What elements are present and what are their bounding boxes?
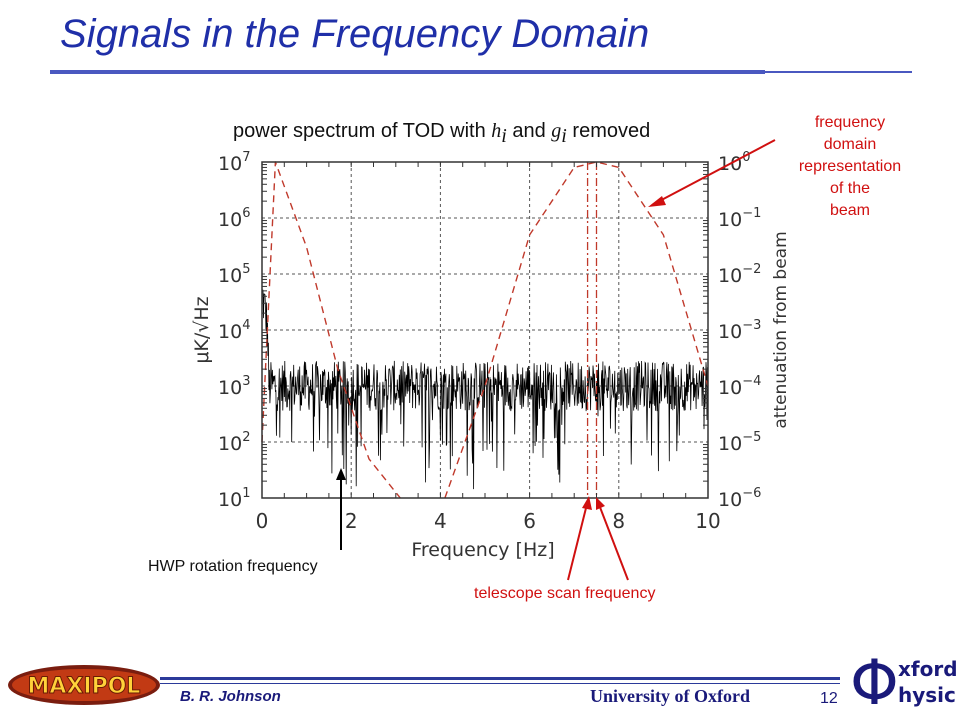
y-tick-label-right: 10−4 bbox=[718, 374, 761, 399]
beam-arrow-head bbox=[648, 196, 666, 207]
scan-arrow-left bbox=[567, 499, 589, 581]
x-tick-label: 2 bbox=[345, 509, 358, 533]
scan-arrow-right bbox=[597, 501, 629, 581]
y-tick-label-right: 10−6 bbox=[718, 486, 761, 511]
y-tick-label-left: 103 bbox=[218, 374, 250, 399]
y-tick-label-right: 10−5 bbox=[718, 430, 761, 455]
hwp-label: HWP rotation frequency bbox=[148, 558, 318, 575]
beam-series bbox=[261, 161, 709, 499]
svg-text:Φ: Φ bbox=[850, 646, 899, 714]
y-tick-label-left: 107 bbox=[218, 150, 250, 175]
y-tick-label-left: 101 bbox=[218, 486, 250, 511]
beam-lobe-line bbox=[261, 161, 401, 499]
svg-text:xford: xford bbox=[898, 657, 956, 681]
y-tick-label-right: 10−1 bbox=[718, 206, 761, 231]
y-tick-label-left: 104 bbox=[218, 318, 250, 343]
hwp-arrow-head bbox=[336, 468, 346, 480]
x-axis-label: Frequency [Hz] bbox=[411, 539, 554, 561]
svg-text:hysics: hysics bbox=[898, 683, 956, 707]
y-tick-labels-right: 10010−110−210−310−410−510−6 bbox=[718, 150, 761, 511]
scan-arrow-right-head bbox=[596, 497, 605, 510]
noise-line bbox=[261, 287, 709, 490]
y-tick-label-left: 102 bbox=[218, 430, 250, 455]
slide-title: Signals in the Frequency Domain bbox=[60, 12, 650, 56]
footer-rule-thin bbox=[160, 683, 840, 684]
oxford-physics-logo: Φ xford hysics bbox=[850, 646, 956, 714]
title-rule bbox=[50, 70, 765, 74]
beam-lobe-line bbox=[444, 161, 709, 499]
chart-grid bbox=[262, 162, 708, 498]
footer-university: University of Oxford bbox=[590, 686, 750, 706]
x-tick-labels: 0 2 4 6 8 10 bbox=[256, 509, 721, 533]
plot-title: power spectrum of TOD with hi and gi rem… bbox=[233, 120, 651, 147]
maxipol-logo: MAXIPOL bbox=[8, 665, 160, 705]
y-tick-label-left: 105 bbox=[218, 262, 250, 287]
noise-series bbox=[261, 287, 709, 490]
minor-ticks bbox=[261, 162, 709, 498]
page-number: 12 bbox=[820, 690, 838, 707]
y-axis-label-right: attenuation from beam bbox=[771, 231, 791, 428]
x-tick-label: 8 bbox=[612, 509, 625, 533]
footer-rule bbox=[160, 677, 840, 680]
scan-arrow-left-head bbox=[582, 496, 592, 510]
y-tick-label-right: 10−2 bbox=[718, 262, 761, 287]
x-tick-label: 6 bbox=[523, 509, 536, 533]
scan-frequency-label: telescope scan frequency bbox=[474, 585, 656, 602]
y-tick-labels-left: 107 106 105 104 103 102 101 bbox=[218, 150, 250, 511]
beam-annotation: frequency domain representation of the b… bbox=[798, 114, 902, 219]
scan-markers bbox=[586, 162, 598, 498]
beam-arrow bbox=[651, 139, 776, 206]
footer-author: B. R. Johnson bbox=[180, 688, 281, 705]
title-rule-secondary bbox=[720, 71, 912, 73]
x-tick-label: 0 bbox=[256, 509, 269, 533]
svg-text:MAXIPOL: MAXIPOL bbox=[28, 674, 141, 699]
y-axis-label-left: μK/√Hz bbox=[191, 296, 213, 363]
y-tick-label-left: 106 bbox=[218, 206, 250, 231]
x-tick-label: 10 bbox=[695, 509, 720, 533]
y-tick-label-right: 10−3 bbox=[718, 318, 761, 343]
x-tick-label: 4 bbox=[434, 509, 447, 533]
